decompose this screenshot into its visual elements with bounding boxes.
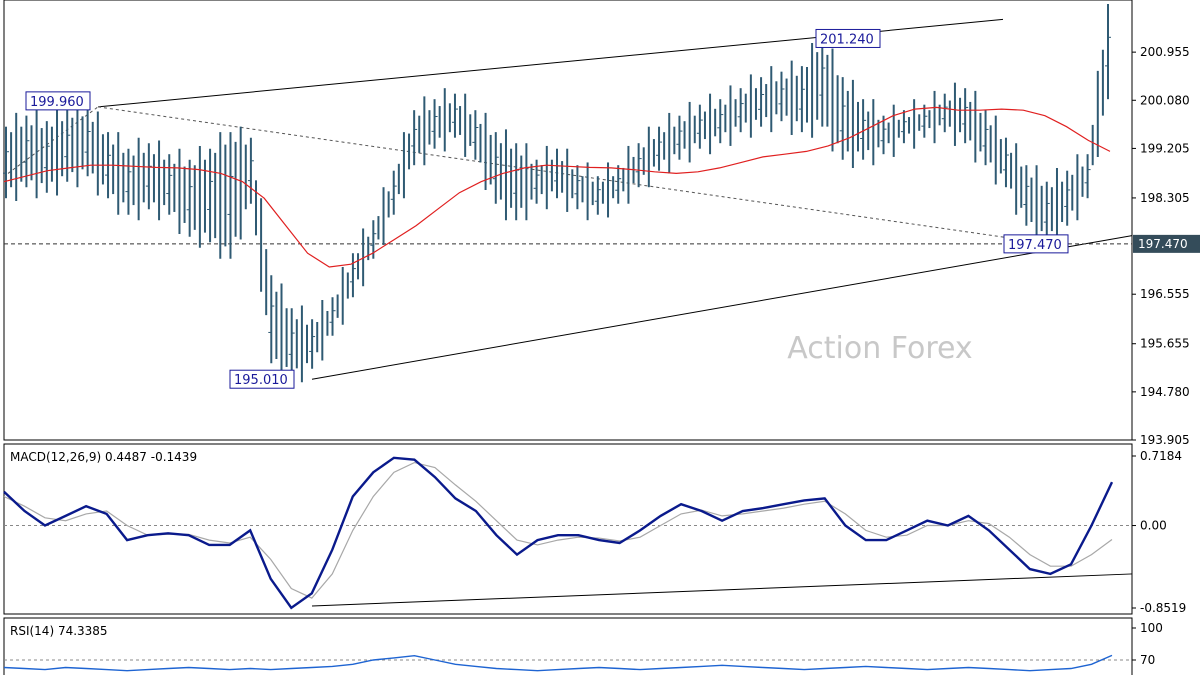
price-label-box — [229, 369, 295, 389]
price-label-text: 195.010 — [234, 373, 288, 388]
price-label-text: 197.470 — [1008, 238, 1062, 253]
price-tick-label: 197.470 — [1138, 237, 1188, 251]
price-pane — [3, 0, 1133, 441]
price-label-box — [25, 91, 91, 111]
rsi-line — [3, 654, 1113, 672]
moving-average-line — [3, 106, 1111, 268]
price-bars — [3, 4, 1111, 383]
lower-channel-line — [311, 235, 1133, 380]
dotted-trendline-left — [7, 106, 99, 174]
price-tick-label: 193.905 — [1140, 433, 1190, 447]
dotted-trendline — [97, 106, 1021, 240]
macd-tick-label: -0.8519 — [1140, 601, 1186, 615]
price-annotations: 199.960 201.240 197.470 195.010 — [25, 28, 1069, 389]
macd-pane — [3, 443, 1133, 615]
macd-title: MACD(12,26,9) 0.4487 -0.1439 — [10, 450, 197, 464]
price-tick-label: 200.080 — [1140, 93, 1190, 107]
rsi-title: RSI(14) 74.3385 — [10, 624, 108, 638]
price-label-box — [815, 28, 881, 48]
rsi-tick-label: 100 — [1140, 621, 1163, 635]
macd-tick-label: 0.00 — [1140, 519, 1167, 533]
price-tick-label: 195.655 — [1140, 337, 1190, 351]
price-tick-label: 199.205 — [1140, 141, 1190, 155]
macd-axis: 0.7184 0.00 -0.8519 — [1132, 449, 1186, 615]
price-label-box — [1003, 234, 1069, 254]
price-label-text: 199.960 — [30, 95, 84, 110]
moving-average — [3, 106, 1111, 268]
price-tick-label: 194.780 — [1140, 385, 1190, 399]
macd-signal-line — [3, 461, 1113, 599]
macd-trendline — [311, 573, 1133, 607]
rsi-lines — [3, 654, 1132, 672]
price-tick-label: 196.555 — [1140, 287, 1190, 301]
rsi-axis: 100 70 — [1132, 621, 1163, 667]
price-axis: 200.955 200.080 199.205 198.305 197.470 196.5… — [1132, 45, 1200, 447]
macd-main-line — [3, 456, 1114, 610]
price-label-text: 201.240 — [820, 32, 874, 47]
current-price-badge — [1133, 234, 1200, 253]
price-tick-label: 200.955 — [1140, 45, 1190, 59]
rsi-pane — [3, 617, 1133, 679]
watermark-text: Action Forex — [787, 331, 972, 366]
macd-tick-label: 0.7184 — [1140, 449, 1182, 463]
rsi-tick-label: 70 — [1140, 653, 1155, 667]
macd-lines — [3, 456, 1133, 610]
price-tick-label: 198.305 — [1140, 191, 1190, 205]
